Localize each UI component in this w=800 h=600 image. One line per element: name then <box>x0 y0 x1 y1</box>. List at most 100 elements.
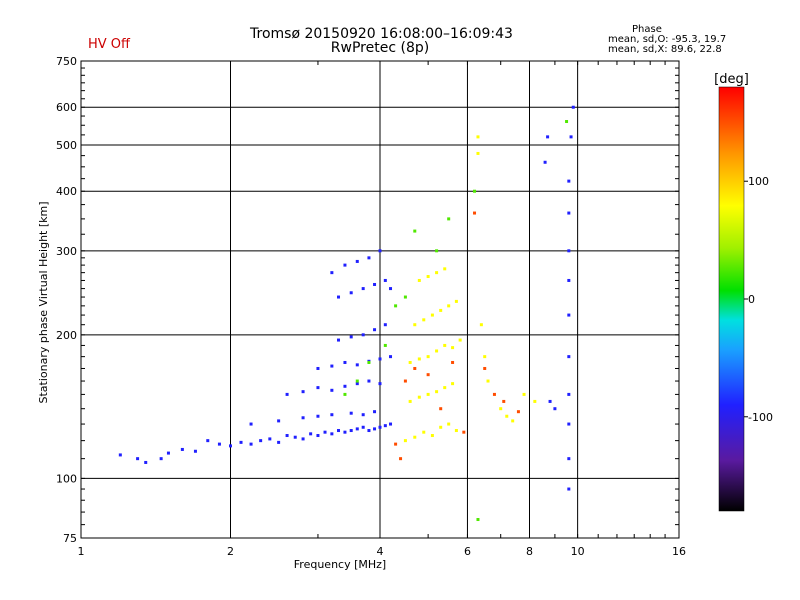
data-point <box>567 179 571 183</box>
phase-heading: Phase <box>632 24 662 35</box>
axes: 1 2 4 6 8 10 16 75 100 200 300 400 500 600 750 Frequenc… <box>37 55 686 571</box>
hv-status: HV Off <box>88 37 130 52</box>
data-point <box>543 160 547 164</box>
data-point <box>343 263 347 267</box>
data-point <box>439 425 443 429</box>
data-point <box>447 217 451 221</box>
data-point <box>567 457 571 461</box>
data-point <box>567 249 571 253</box>
data-point <box>454 299 458 303</box>
data-point <box>343 384 347 388</box>
data-point <box>355 379 359 383</box>
data-point <box>166 451 170 455</box>
data-point <box>330 432 334 436</box>
data-point <box>330 388 334 392</box>
data-point <box>571 105 575 109</box>
data-point <box>439 308 443 312</box>
data-point <box>259 439 263 443</box>
data-point <box>522 392 526 396</box>
data-point <box>483 355 487 359</box>
y-tick-label: 750 <box>56 55 77 68</box>
data-point <box>373 427 377 431</box>
data-point <box>403 295 407 299</box>
data-point <box>567 211 571 215</box>
x-tick-label: 10 <box>571 545 585 558</box>
data-point <box>426 275 430 279</box>
data-point <box>567 278 571 282</box>
data-point <box>249 442 253 446</box>
colorbar-gradient <box>718 86 745 512</box>
data-point <box>159 457 163 461</box>
data-point <box>443 267 447 271</box>
data-point <box>383 323 387 327</box>
data-point <box>249 422 253 426</box>
x-tick-label: 16 <box>672 545 686 558</box>
data-point <box>462 430 466 434</box>
data-point <box>565 120 569 124</box>
data-point <box>316 386 320 390</box>
data-point <box>330 271 334 275</box>
data-point <box>447 304 451 308</box>
y-tick-label: 75 <box>63 532 77 545</box>
data-point <box>330 364 334 368</box>
data-point <box>408 399 412 403</box>
data-point <box>343 392 347 396</box>
data-point <box>548 399 552 403</box>
y-tick-label: 600 <box>56 101 77 114</box>
data-point <box>394 304 398 308</box>
data-point <box>502 399 506 403</box>
data-point <box>355 427 359 431</box>
data-point <box>533 399 537 403</box>
data-point <box>361 425 365 429</box>
data-point <box>511 419 515 423</box>
data-point <box>343 360 347 364</box>
data-point <box>343 430 347 434</box>
data-point <box>451 346 455 350</box>
colorbar-tick-label: -100 <box>748 411 773 424</box>
data-point <box>193 449 197 453</box>
data-point <box>447 422 451 426</box>
data-point <box>309 432 313 436</box>
data-point <box>301 390 305 394</box>
data-point <box>285 392 289 396</box>
data-point <box>403 439 407 443</box>
data-point <box>435 390 439 394</box>
y-tick-label: 100 <box>56 472 77 485</box>
data-point <box>499 407 503 411</box>
data-point <box>430 313 434 317</box>
data-point <box>567 313 571 317</box>
data-point <box>367 256 371 260</box>
data-point <box>285 434 289 438</box>
colorbar-label: [deg] <box>714 72 749 87</box>
colorbar: -100 0 100 [deg] <box>714 72 773 512</box>
data-point <box>430 434 434 438</box>
data-point <box>349 429 353 433</box>
data-point <box>373 328 377 332</box>
data-point <box>567 487 571 491</box>
x-axis-label: Frequency [MHz] <box>294 558 386 571</box>
data-point <box>451 382 455 386</box>
data-point <box>505 414 509 418</box>
data-point <box>378 249 382 253</box>
chart-title: Tromsø 20150920 16:08:00–16:09:43 <box>250 26 513 42</box>
data-point <box>361 333 365 337</box>
data-point <box>413 366 417 370</box>
data-point <box>479 323 483 327</box>
x-tick-label: 2 <box>227 545 234 558</box>
y-tick-label: 300 <box>56 245 77 258</box>
data-point <box>383 343 387 347</box>
data-point <box>316 414 320 418</box>
data-point <box>378 382 382 386</box>
data-point <box>476 151 480 155</box>
data-point <box>229 444 232 448</box>
data-point <box>367 429 371 433</box>
data-point <box>316 434 320 438</box>
data-point <box>389 287 393 291</box>
phase-stats-o: mean, sd,O: -95.3, 19.7 <box>608 34 727 45</box>
data-point <box>492 392 496 396</box>
data-point <box>337 338 341 342</box>
data-points <box>118 105 575 522</box>
data-point <box>383 424 387 428</box>
data-point <box>426 392 430 396</box>
